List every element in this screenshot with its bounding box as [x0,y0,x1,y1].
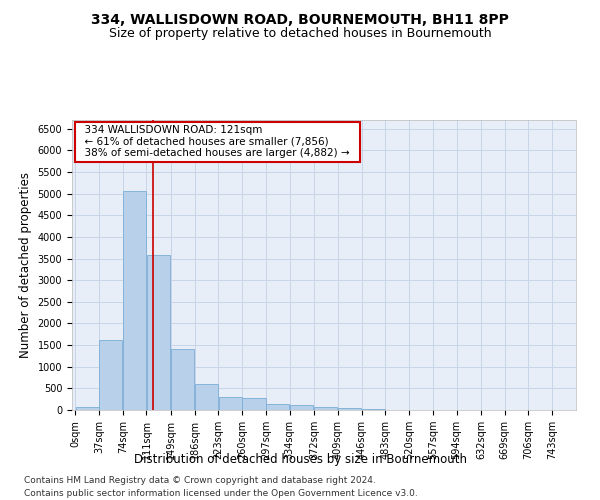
Bar [171,350,194,410]
Text: Distribution of detached houses by size in Bournemouth: Distribution of detached houses by size … [133,452,467,466]
Bar [147,256,170,410]
Bar [242,398,266,410]
Y-axis label: Number of detached properties: Number of detached properties [19,172,32,358]
Bar [362,408,385,410]
Bar [290,406,313,410]
Bar [338,408,361,410]
Bar [76,407,98,410]
Text: Size of property relative to detached houses in Bournemouth: Size of property relative to detached ho… [109,28,491,40]
Text: 334 WALLISDOWN ROAD: 121sqm  
  ← 61% of detached houses are smaller (7,856)  
 : 334 WALLISDOWN ROAD: 121sqm ← 61% of det… [79,125,356,158]
Text: 334, WALLISDOWN ROAD, BOURNEMOUTH, BH11 8PP: 334, WALLISDOWN ROAD, BOURNEMOUTH, BH11 … [91,12,509,26]
Text: Contains HM Land Registry data © Crown copyright and database right 2024.: Contains HM Land Registry data © Crown c… [24,476,376,485]
Bar [195,384,218,410]
Bar [99,340,122,410]
Bar [314,407,337,410]
Bar [266,404,289,410]
Bar [219,397,242,410]
Bar [123,190,146,410]
Text: Contains public sector information licensed under the Open Government Licence v3: Contains public sector information licen… [24,489,418,498]
